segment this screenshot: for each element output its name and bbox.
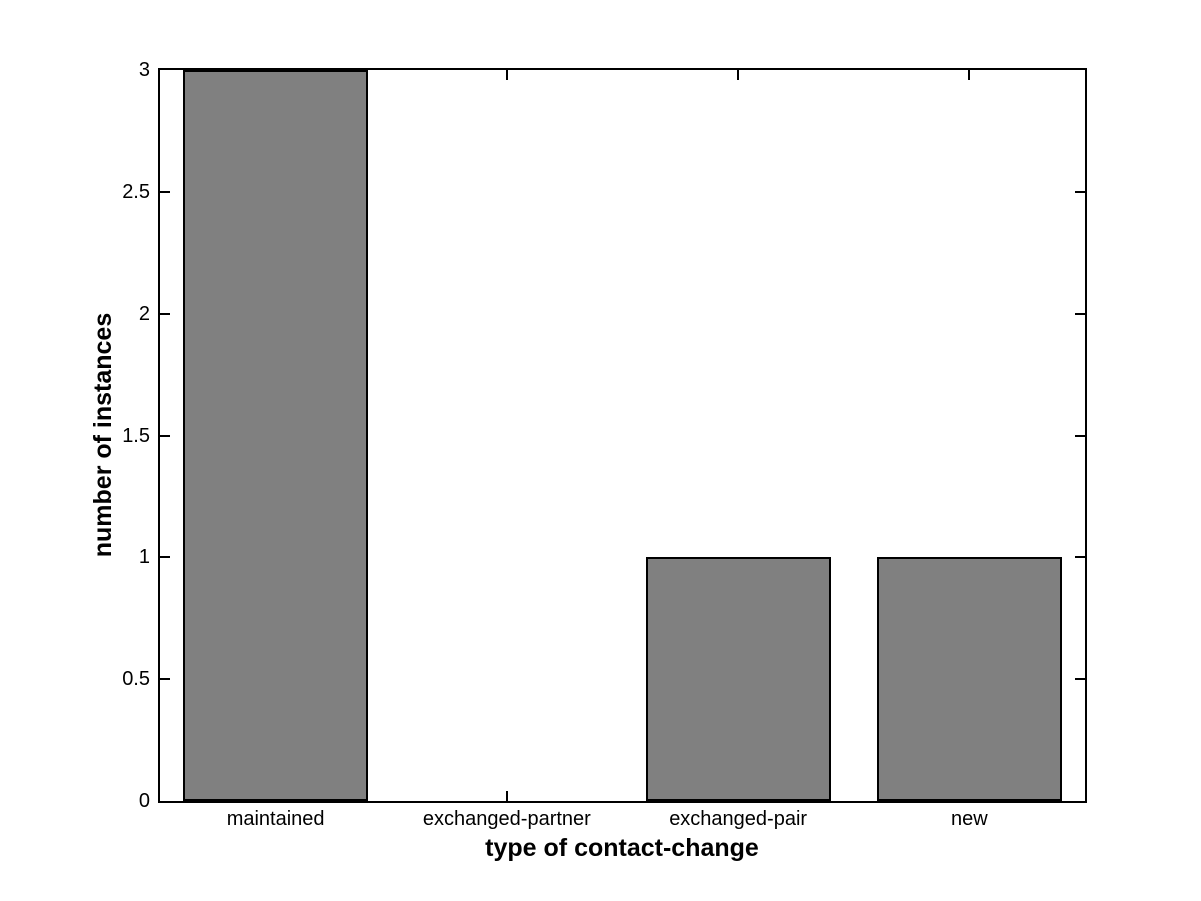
x-axis-label: type of contact-change [485, 834, 759, 862]
y-tick-right [1075, 556, 1085, 559]
plot-area [158, 68, 1087, 803]
x-tick-label: exchanged-pair [669, 808, 808, 830]
y-tick-label: 2.5 [122, 180, 150, 203]
y-tick-label: 0.5 [122, 668, 150, 691]
x-tick-label: new [951, 808, 988, 830]
x-tick-top [968, 70, 971, 80]
y-tick-left [160, 556, 170, 559]
y-tick-right [1075, 678, 1085, 681]
x-tick-label: maintained [226, 808, 325, 830]
y-tick-left [160, 190, 170, 193]
y-tick-label: 0 [138, 790, 150, 812]
y-tick-right [1075, 190, 1085, 193]
x-tick-bottom [505, 791, 508, 801]
bar [876, 557, 1062, 801]
x-tick-top [505, 70, 508, 80]
y-tick-label: 2 [138, 302, 150, 325]
y-tick-left [160, 678, 170, 681]
y-tick-label: 1 [138, 546, 150, 569]
x-tick-label: exchanged-partner [422, 808, 591, 830]
y-tick-right [1075, 434, 1085, 437]
bar [183, 70, 369, 801]
bar [645, 557, 831, 801]
y-tick-left [160, 312, 170, 315]
y-tick-label: 1.5 [122, 424, 150, 447]
y-tick-right [1075, 312, 1085, 315]
x-tick-top [737, 70, 740, 80]
y-tick-left [160, 434, 170, 437]
y-tick-label: 3 [138, 59, 150, 81]
